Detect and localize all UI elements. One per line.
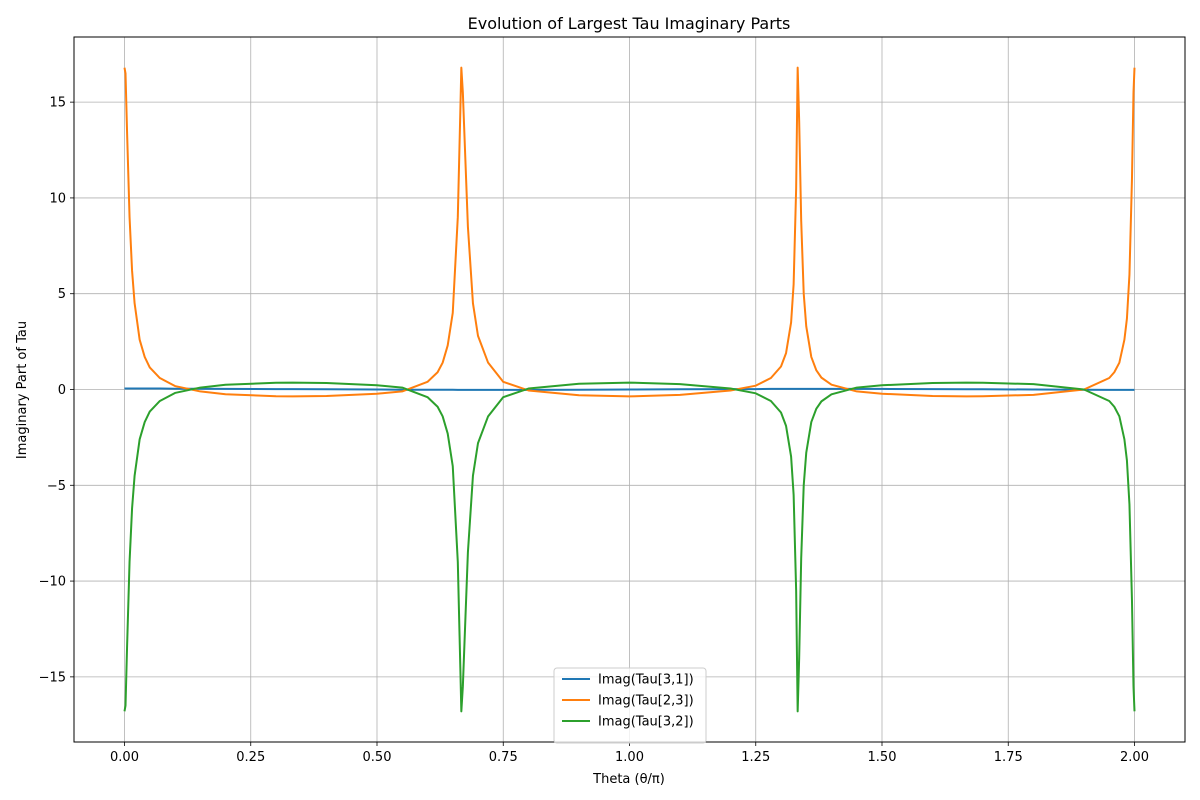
- legend-box: [553, 667, 707, 744]
- x-tick-label: 1.25: [741, 750, 770, 765]
- legend: Imag(Tau[3,1]) Imag(Tau[2,3]) Imag(Tau[3,2…: [553, 667, 707, 744]
- x-tick-label: 1.00: [615, 750, 644, 765]
- x-tick-label: 0.75: [489, 750, 518, 765]
- series-layer: [123, 66, 1136, 713]
- x-tick-label: 0.50: [363, 750, 392, 765]
- y-tick-label: 15: [49, 96, 66, 111]
- series-line-3: [123, 381, 1136, 713]
- x-tick-label: 0.00: [110, 750, 139, 765]
- y-tick-label: 5: [58, 287, 66, 302]
- ticks: 0.00 0.25 0.50 0.75 1.00 1.25 1.50 1.75 2.00 −15 −…: [39, 96, 1149, 765]
- x-tick-label: 1.75: [994, 750, 1023, 765]
- x-tick-label: 1.50: [868, 750, 897, 765]
- chart-title: Evolution of Largest Tau Imaginary Parts: [468, 14, 791, 33]
- y-tick-label: −10: [39, 575, 66, 590]
- y-tick-label: 10: [49, 191, 66, 206]
- legend-label: Imag(Tau[3,2]): [598, 715, 694, 730]
- y-axis-label: Imaginary Part of Tau: [15, 321, 30, 459]
- x-tick-label: 0.25: [236, 750, 265, 765]
- x-tick-label: 2.00: [1120, 750, 1149, 765]
- y-tick-label: 0: [58, 383, 66, 398]
- y-tick-label: −15: [39, 670, 66, 685]
- series-line-2: [123, 66, 1136, 398]
- y-tick-label: −5: [47, 479, 66, 494]
- series-line-1: [124, 387, 1135, 391]
- x-axis-label: Theta (θ/π): [592, 772, 665, 787]
- legend-label: Imag(Tau[3,1]): [598, 673, 694, 688]
- legend-label: Imag(Tau[2,3]): [598, 694, 694, 709]
